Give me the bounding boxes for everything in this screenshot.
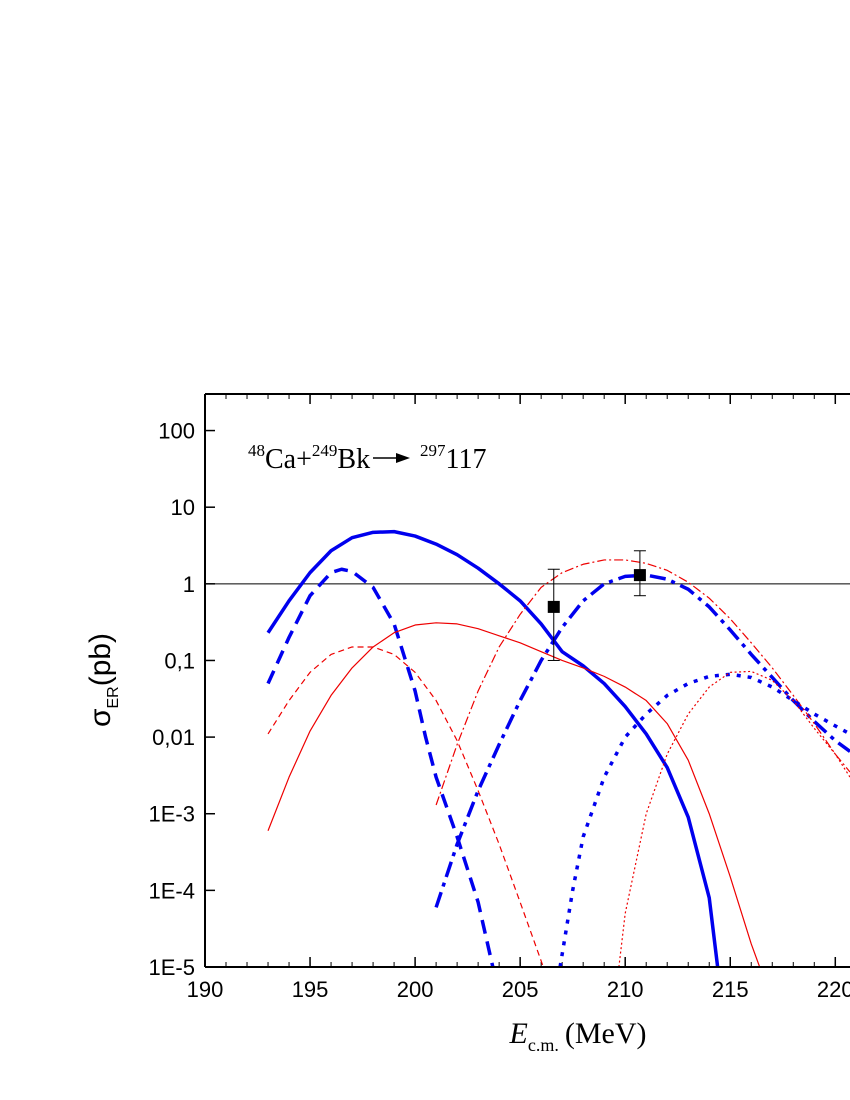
series-line	[267, 646, 544, 967]
mass-number: 48	[248, 441, 265, 460]
plot-area	[205, 529, 850, 967]
y-tick-label: 1E-3	[149, 802, 195, 827]
x-label-subscript: c.m.	[528, 1035, 559, 1055]
x-tick-label: 210	[607, 977, 644, 1002]
y-tick-label: 1E-5	[149, 955, 195, 980]
y-tick-label: 1	[183, 572, 195, 597]
x-axis-label: Ec.m. (MeV)	[509, 1017, 647, 1055]
axis-ticks: 190 195 200 205 210 215 220 100 10 1 0,1 0,01 1E-3 1E…	[149, 394, 850, 1002]
y-tick-label: 0,01	[152, 725, 195, 750]
series-line	[267, 622, 761, 967]
x-tick-label: 200	[397, 977, 434, 1002]
mass-number: 297	[420, 441, 446, 460]
arrow-head	[396, 453, 410, 463]
reaction-arrow	[373, 453, 410, 463]
y-tick-label: 10	[171, 495, 195, 520]
data-point	[547, 600, 560, 613]
annotation: 48Ca+249Bk	[248, 441, 370, 475]
y-tick-label: 100	[158, 419, 195, 444]
element: Bk	[337, 444, 370, 475]
x-tick-label: 220	[817, 977, 850, 1002]
y-tick-label: 0,1	[164, 648, 195, 673]
x-tick-label: 190	[187, 977, 224, 1002]
series-line	[266, 529, 720, 967]
frame	[204, 393, 850, 968]
series-line	[434, 573, 850, 908]
y-label-subscript: ER	[105, 686, 122, 708]
element: Ca+	[265, 444, 312, 475]
y-axis-label: σER(pb)	[84, 633, 122, 727]
x-label-symbol: E	[509, 1017, 528, 1050]
series-line	[266, 567, 495, 967]
y-label-unit: (pb)	[84, 633, 117, 686]
series-line	[435, 559, 850, 806]
mass-number: 249	[312, 441, 338, 460]
series-line	[618, 670, 850, 967]
y-tick-label: 1E-4	[149, 878, 195, 903]
x-label-unit: (MeV)	[565, 1017, 647, 1050]
x-tick-label: 195	[292, 977, 329, 1002]
x-tick-label: 215	[712, 977, 749, 1002]
y-label-symbol: σ	[84, 708, 117, 727]
data-point	[633, 569, 646, 582]
element: 117	[446, 444, 487, 475]
x-tick-label: 205	[502, 977, 539, 1002]
annotation-product: 297117	[420, 441, 486, 475]
